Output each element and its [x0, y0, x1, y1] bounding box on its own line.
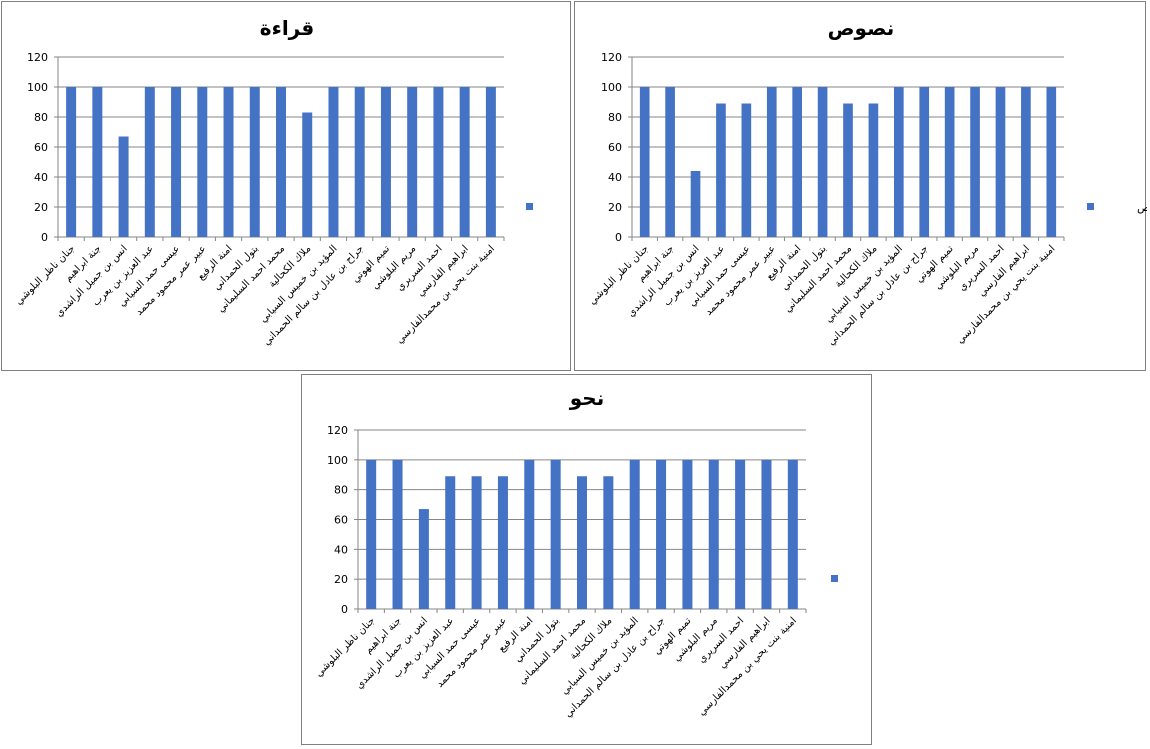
grammar-bar [550, 459, 561, 609]
reading-y-tick-label: 60 [34, 141, 48, 154]
reading-bar [171, 87, 182, 237]
reading-bar [118, 136, 129, 237]
texts-bar [766, 87, 777, 237]
grammar-y-tick-label: 80 [334, 484, 348, 497]
texts-bar [792, 87, 803, 237]
reading-bar [328, 87, 339, 237]
chart-reading: قراءة 0 20 40 60 80 100 120 جنان ناظر البلوشي جنة… [1, 1, 571, 371]
texts-y-tick-label: 80 [608, 111, 622, 124]
texts-legend-swatch [1087, 203, 1094, 210]
grammar-chart-title: نحو [569, 386, 604, 410]
texts-y-tick-label: 100 [601, 81, 622, 94]
reading-bar [144, 87, 155, 237]
chart-texts: نصوص 0 20 40 60 80 100 120 جنان ناظر البلوشي جنة … [574, 1, 1147, 371]
texts-bar [944, 87, 955, 237]
reading-y-tick-label: 100 [27, 81, 48, 94]
texts-bar [970, 87, 980, 237]
grammar-y-tick-label: 120 [327, 424, 348, 437]
reading-legend-swatch [526, 203, 533, 210]
texts-bar [817, 87, 828, 237]
grammar-bar [708, 459, 719, 609]
reading-bar [354, 87, 365, 237]
grammar-bar [392, 459, 403, 609]
texts-y-tick-label: 20 [608, 201, 622, 214]
texts-y-tick-label: 0 [615, 231, 622, 244]
texts-bar [1021, 87, 1031, 237]
reading-bar [433, 87, 444, 237]
texts-bar [919, 87, 930, 237]
reading-bar [92, 87, 103, 237]
grammar-bar [761, 459, 772, 609]
grammar-bar [497, 476, 508, 609]
grammar-bar [735, 459, 746, 609]
reading-bar [302, 112, 313, 237]
texts-bar [1046, 87, 1057, 237]
grammar-bar [418, 509, 429, 609]
reading-bar [223, 87, 234, 237]
grammar-bar [629, 459, 640, 609]
texts-y-tick-label: 40 [608, 171, 622, 184]
grammar-bar [366, 459, 377, 609]
texts-bar [843, 103, 853, 237]
reading-bar [276, 87, 286, 237]
texts-y-tick-label: 120 [601, 51, 622, 64]
texts-bar [639, 87, 650, 237]
texts-bar [665, 87, 675, 237]
reading-bar [485, 87, 496, 237]
reading-bar [66, 87, 77, 237]
reading-y-tick-label: 40 [34, 171, 48, 184]
reading-y-tick-label: 120 [27, 51, 48, 64]
grammar-bar [603, 476, 614, 609]
texts-chart-title: نصوص [828, 16, 895, 40]
grammar-bar [524, 459, 535, 609]
texts-bar [741, 103, 752, 237]
grammar-bar [576, 476, 588, 609]
grammar-legend-swatch [831, 575, 838, 582]
grammar-bar [656, 459, 667, 609]
texts-bar [995, 87, 1006, 237]
texts-bar [716, 103, 726, 237]
reading-bar [197, 87, 208, 237]
grammar-y-tick-label: 60 [334, 514, 348, 527]
grammar-y-tick-label: 40 [334, 543, 348, 556]
reading-chart-title: قراءة [260, 16, 314, 40]
reading-bar [380, 87, 391, 237]
grammar-y-tick-label: 100 [327, 454, 348, 467]
reading-bar [249, 87, 260, 237]
grammar-bar [471, 476, 482, 609]
grammar-bar [682, 459, 693, 609]
grammar-y-tick-label: 20 [334, 573, 348, 586]
texts-legend-label: نصوص [1137, 201, 1147, 214]
grammar-y-tick-label: 0 [341, 603, 348, 616]
grammar-bar [787, 459, 798, 609]
texts-bar [690, 171, 701, 237]
reading-y-tick-label: 0 [41, 231, 48, 244]
reading-bar [407, 87, 418, 237]
texts-bar [868, 103, 879, 237]
chart-grammar: نحو 0 20 40 60 80 100 120 جنان ناظر البلوشي جنة ا… [301, 374, 872, 745]
texts-y-tick-label: 60 [608, 141, 622, 154]
reading-y-tick-label: 80 [34, 111, 48, 124]
texts-bar [893, 87, 904, 237]
reading-y-tick-label: 20 [34, 201, 48, 214]
reading-bar [459, 87, 470, 237]
grammar-bar [445, 476, 456, 609]
